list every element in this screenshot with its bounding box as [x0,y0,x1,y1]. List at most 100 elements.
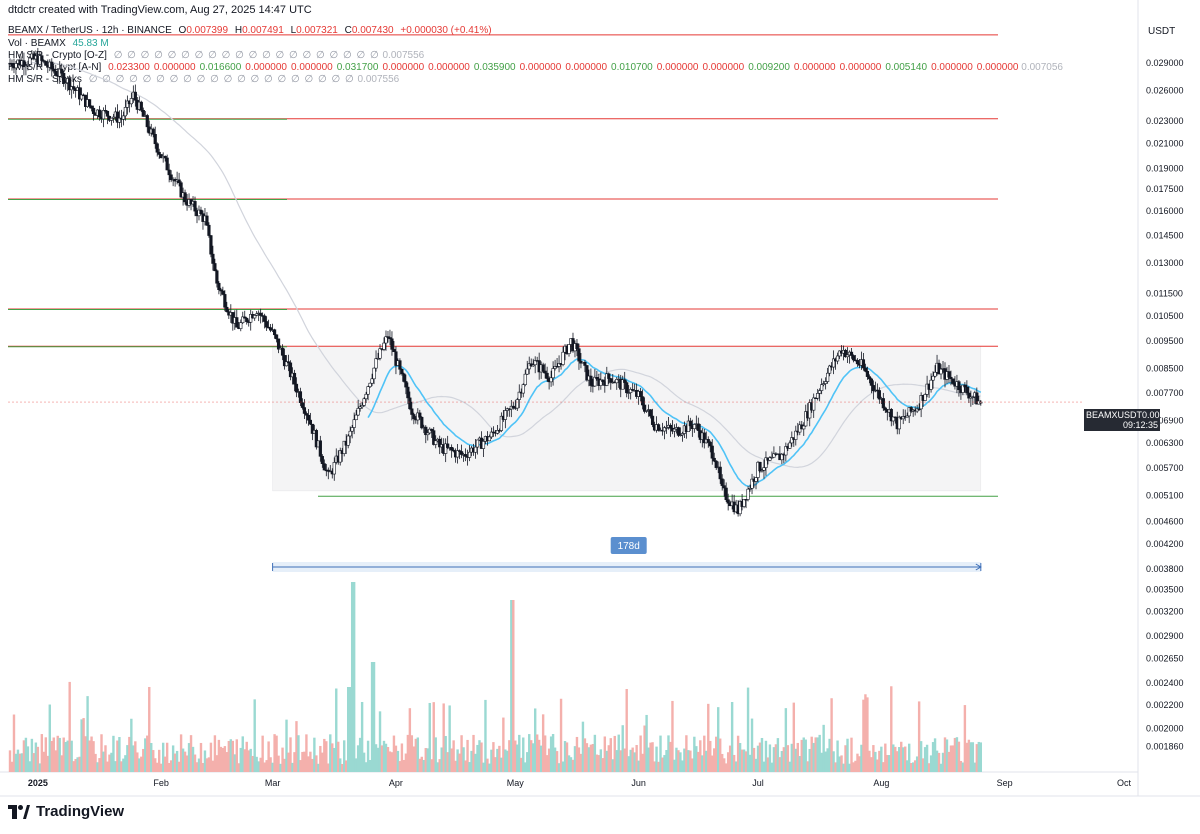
candle-body [615,379,619,384]
indicator-crypto-an[interactable]: HM S/R - Crypt [A-N] 0.023300 0.000000 0.0… [8,62,1063,73]
low-value: 0.007321 [296,25,338,36]
volume-bar [848,763,851,772]
volume-bar [535,734,539,772]
candle-body [366,386,370,395]
y-tick-label: 0.003500 [1146,584,1184,594]
candle-body [947,371,951,378]
candle-body [300,402,305,408]
volume-bar [496,748,499,772]
volume-bar [96,762,99,772]
volume-bar [973,762,977,772]
candle-body [961,384,965,393]
volume-bar [136,752,139,772]
candle-body [392,349,396,353]
volume-bar [766,757,770,772]
volume-bar [945,739,949,772]
x-tick-label: Mar [265,778,281,788]
volume-bar [748,754,752,772]
candle-body [400,368,404,375]
indicator-crypto-oz[interactable]: HM S/R - Crypto [O-Z] ∅ ∅ ∅ ∅ ∅ ∅ ∅ ∅ ∅ … [8,50,425,61]
volume-bar [191,746,195,772]
volume-bar [909,763,913,772]
candle-body [155,143,159,153]
volume-bar [56,735,59,772]
volume-bar [207,757,211,772]
candle-body [80,94,84,100]
volume-bar [691,758,694,772]
volume-bar [607,745,610,772]
volume-bar [181,748,185,772]
volume-bar [836,740,839,772]
volume-bar [707,703,710,772]
volume-bar [167,762,171,772]
volume-bar [776,738,780,772]
indicator-value: 0.000000 [839,62,882,73]
volume-bar [414,738,418,772]
volume-bar [977,741,981,772]
volume-legend[interactable]: Vol · BEAMX 45.83 M [8,38,109,49]
volume-bar [88,740,91,772]
candle-body [583,361,587,366]
candle-body [939,368,943,375]
volume-bar [438,759,441,772]
x-tick-label: Sep [997,778,1013,788]
volume-bar [900,741,903,772]
candle-body [348,430,352,437]
volume-bar [323,738,326,772]
volume-bar [66,740,69,772]
volume-bar [504,749,507,772]
volume-bar [161,742,165,772]
candle-body [696,423,700,431]
y-tick-label: 0.004600 [1146,516,1184,526]
candle-body [428,428,432,434]
y-tick-label: 0.002200 [1146,700,1184,710]
volume-bar [199,742,203,772]
volume-bar [223,746,227,772]
volume-bar [627,756,630,772]
indicator-stocks[interactable]: HM S/R - Stocks ∅ ∅ ∅ ∅ ∅ ∅ ∅ ∅ ∅ ∅ ∅ ∅ … [8,74,400,85]
candle-body [103,110,108,112]
volume-bar [92,741,95,772]
volume-bar [532,743,535,772]
volume-bar [553,747,557,772]
candle-body [824,381,828,384]
volume-bar [10,761,14,772]
candle-body [68,78,72,91]
volume-bar [545,755,549,772]
volume-bar [969,742,973,772]
volume-bar [241,736,244,772]
volume-bar [884,743,887,772]
volume-bar [764,740,768,772]
volume-bar [913,760,917,772]
volume-bar [569,757,573,772]
indicator-value: 0.000000 [931,62,973,73]
y-tick-label: 0.003200 [1146,607,1184,617]
volume-bar [907,743,911,772]
volume-bar [830,698,833,772]
candle-body [217,282,221,291]
candle-body [354,414,358,421]
volume-bar [466,739,469,772]
volume-bar [48,704,51,772]
volume-bar [394,745,398,772]
candle-body [933,371,937,377]
candle-body [845,354,850,358]
volume-bar [641,753,644,772]
volume-bar [854,760,857,772]
volume-bar [573,746,577,772]
volume-bar [337,741,340,772]
volume-bar [22,740,26,772]
volume-bar [979,742,983,772]
volume-bar [58,737,61,772]
candle-body [438,438,442,448]
volume-bar [683,748,686,772]
candle-body [557,363,561,367]
volume-bar [410,735,414,772]
volume-bar [967,739,971,772]
candle-body [406,386,410,399]
candle-body [605,373,609,386]
candle-body [64,82,68,85]
x-tick-label: Aug [873,778,889,788]
candle-body [62,72,66,85]
